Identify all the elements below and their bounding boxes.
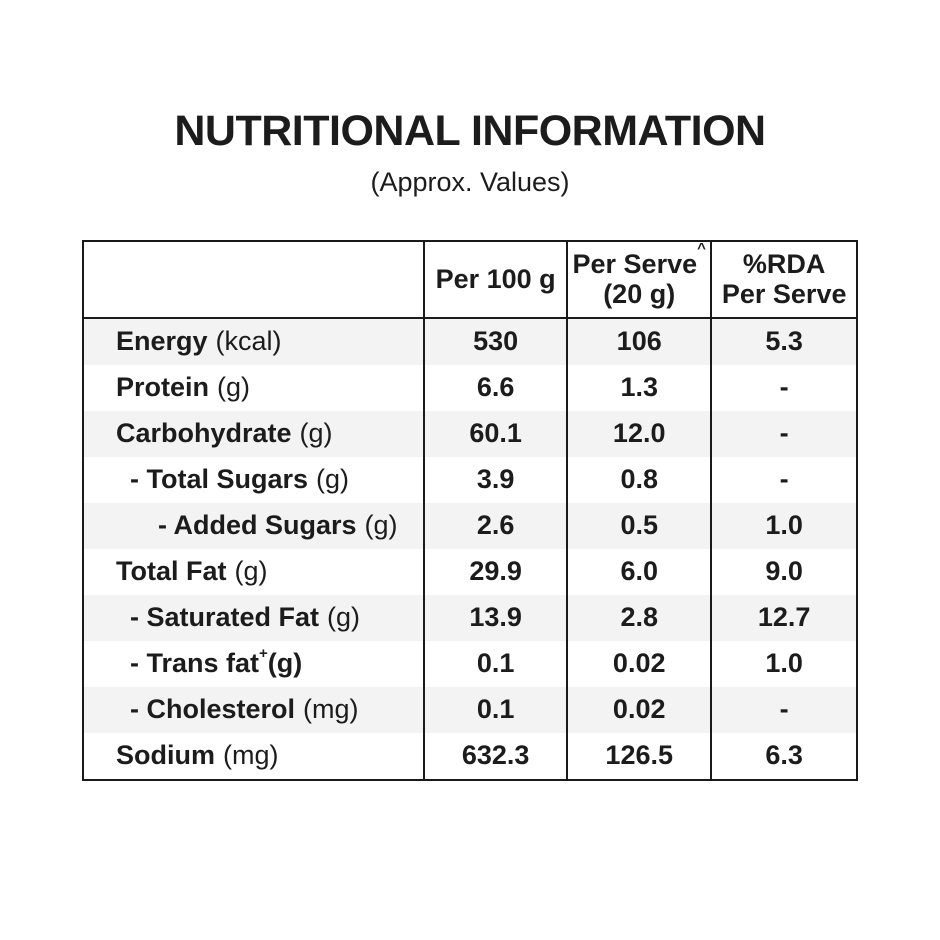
- value-per-serve: 0.02: [568, 687, 713, 733]
- header-per-serve: Per Serve^ (20 g): [568, 240, 713, 317]
- value-per-serve: 6.0: [568, 549, 713, 595]
- value-rda-per-serve: 5.3: [765, 326, 803, 357]
- row-label: - Trans fat + (g): [84, 641, 426, 687]
- caret-superscript: ^: [697, 240, 706, 258]
- value-rda-per-serve: 9.0: [765, 556, 803, 587]
- row-label: Total Fat (g): [84, 549, 426, 595]
- value-per-serve: 0.02: [568, 641, 713, 687]
- value-rda-per-serve: -: [779, 418, 789, 449]
- value-per-100g: 530: [425, 319, 569, 365]
- value-per-serve: 0.8: [568, 457, 713, 503]
- value-rda-per-serve: -: [779, 694, 789, 725]
- table-row-carbohydrate: Carbohydrate (g) 60.1 12.0 -: [84, 411, 856, 457]
- table-row-protein: Protein (g) 6.6 1.3 -: [84, 365, 856, 411]
- header-per-serve-label: Per Serve^ (20 g): [572, 240, 706, 309]
- value-per-serve: 12.0: [568, 411, 713, 457]
- value-per-100g: 632.3: [425, 733, 569, 779]
- row-label: Protein (g): [84, 365, 426, 411]
- row-label: - Added Sugars (g): [84, 503, 426, 549]
- header-per-100g-label: Per 100 g: [435, 263, 556, 294]
- row-label: Energy (kcal): [84, 319, 426, 365]
- value-per-serve: 1.3: [568, 365, 713, 411]
- value-per-100g: 3.9: [425, 457, 569, 503]
- page-title: NUTRITIONAL INFORMATION: [174, 107, 766, 155]
- table-row-total-fat: Total Fat (g) 29.9 6.0 9.0: [84, 549, 856, 595]
- table-row-trans-fat: - Trans fat + (g) 0.1 0.02 1.0: [84, 641, 856, 687]
- value-rda-per-serve: 1.0: [765, 648, 803, 679]
- table-row-energy: Energy (kcal) 530 106 5.3: [84, 319, 856, 365]
- row-label: Carbohydrate (g): [84, 411, 426, 457]
- value-rda-per-serve: -: [779, 372, 789, 403]
- row-label: - Cholesterol (mg): [84, 687, 426, 733]
- value-per-100g: 29.9: [425, 549, 569, 595]
- value-per-serve: 2.8: [568, 595, 713, 641]
- value-per-100g: 6.6: [425, 365, 569, 411]
- nutrition-table: Per 100 g Per Serve^ (20 g) %RDA Per Serve…: [82, 240, 858, 781]
- header-blank-cell: [84, 242, 426, 317]
- value-per-100g: 13.9: [425, 595, 569, 641]
- value-rda-per-serve: 6.3: [765, 740, 803, 771]
- value-per-100g: 60.1: [425, 411, 569, 457]
- value-rda-per-serve: -: [779, 464, 789, 495]
- value-per-serve: 126.5: [568, 733, 713, 779]
- header-per-100g: Per 100 g: [425, 242, 569, 317]
- row-label: - Total Sugars (g): [84, 457, 426, 503]
- header-rda-label: %RDA Per Serve: [721, 249, 847, 309]
- table-row-total-sugars: - Total Sugars (g) 3.9 0.8 -: [84, 457, 856, 503]
- table-header-row: Per 100 g Per Serve^ (20 g) %RDA Per Serve: [84, 240, 856, 319]
- value-per-serve: 0.5: [568, 503, 713, 549]
- value-per-100g: 0.1: [425, 641, 569, 687]
- value-rda-per-serve: 12.7: [757, 602, 811, 633]
- table-row-saturated-fat: - Saturated Fat (g) 13.9 2.8 12.7: [84, 595, 856, 641]
- row-label: - Saturated Fat (g): [84, 595, 426, 641]
- table-row-added-sugars: - Added Sugars (g) 2.6 0.5 1.0: [84, 503, 856, 549]
- header-rda-per-serve: %RDA Per Serve: [712, 242, 856, 317]
- table-row-sodium: Sodium (mg) 632.3 126.5 6.3: [84, 733, 856, 779]
- value-rda-per-serve: 1.0: [765, 510, 803, 541]
- table-row-cholesterol: - Cholesterol (mg) 0.1 0.02 -: [84, 687, 856, 733]
- table-body: Energy (kcal) 530 106 5.3 Protein (g) 6.6 …: [84, 319, 856, 779]
- value-per-100g: 0.1: [425, 687, 569, 733]
- row-label: Sodium (mg): [84, 733, 426, 779]
- value-per-100g: 2.6: [425, 503, 569, 549]
- page-subtitle: (Approx. Values): [370, 167, 570, 197]
- value-per-serve: 106: [568, 319, 713, 365]
